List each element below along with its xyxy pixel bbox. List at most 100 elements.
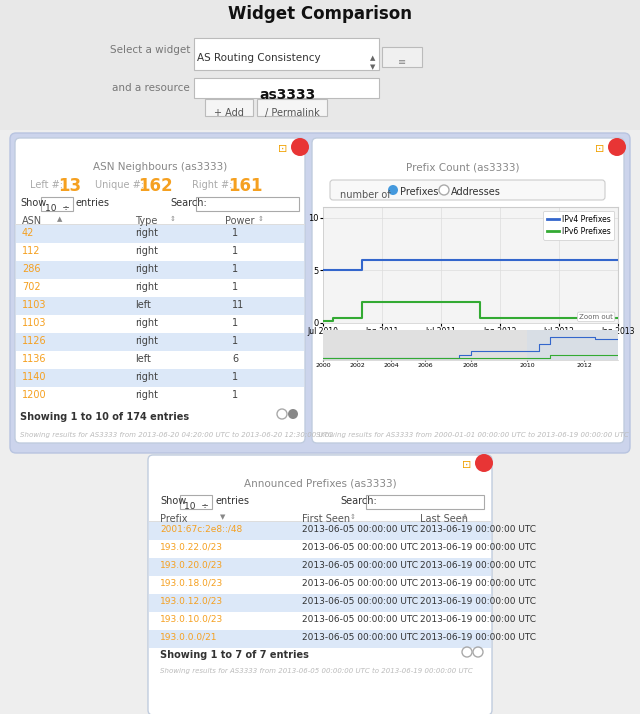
Text: ▼: ▼	[371, 64, 376, 70]
Text: ▲: ▲	[57, 216, 62, 222]
Text: Showing results for AS3333 from 2000-01-01 00:00:00 UTC to 2013-06-19 00:00:00 U: Showing results for AS3333 from 2000-01-…	[316, 432, 628, 438]
Text: Prefix Count (as3333): Prefix Count (as3333)	[406, 162, 520, 172]
Bar	[194, 38, 379, 70]
Circle shape	[390, 187, 396, 193]
Text: 2013-06-19 00:00:00 UTC: 2013-06-19 00:00:00 UTC	[420, 615, 536, 624]
Text: 2013-06-19 00:00:00 UTC: 2013-06-19 00:00:00 UTC	[420, 579, 536, 588]
Text: ⊡: ⊡	[595, 144, 605, 154]
FancyBboxPatch shape	[312, 138, 624, 443]
Text: 1: 1	[232, 336, 238, 346]
Text: 193.0.10.0/23: 193.0.10.0/23	[160, 615, 223, 624]
Text: 1103: 1103	[22, 318, 47, 328]
Text: 193.0.20.0/23: 193.0.20.0/23	[160, 561, 223, 570]
Text: right: right	[135, 336, 158, 346]
Text: 1: 1	[232, 264, 238, 274]
Text: 702: 702	[22, 282, 40, 292]
Text: right: right	[135, 246, 158, 256]
Text: Power: Power	[225, 216, 255, 226]
Text: ASN Neighbours (as3333): ASN Neighbours (as3333)	[93, 162, 227, 172]
Text: ASN: ASN	[22, 216, 42, 226]
Text: 2013-06-05 00:00:00 UTC: 2013-06-05 00:00:00 UTC	[302, 633, 418, 642]
Text: ▼: ▼	[220, 514, 225, 520]
Text: right: right	[135, 372, 158, 382]
Text: 2013-06-05 00:00:00 UTC: 2013-06-05 00:00:00 UTC	[302, 561, 418, 570]
Bar	[366, 495, 484, 509]
Text: 1: 1	[232, 228, 238, 238]
Text: 193.0.0.0/21: 193.0.0.0/21	[160, 633, 218, 642]
Text: and a resource: and a resource	[112, 83, 190, 93]
Text: ⇕: ⇕	[258, 216, 264, 222]
Text: Unique #:: Unique #:	[95, 180, 144, 190]
Text: Type: Type	[135, 216, 157, 226]
Bar	[16, 225, 304, 243]
Text: 11: 11	[232, 300, 244, 310]
Text: First Seen: First Seen	[302, 514, 350, 524]
Text: 1: 1	[232, 246, 238, 256]
Text: 1: 1	[232, 282, 238, 292]
Text: ✕: ✕	[296, 142, 304, 152]
Bar	[16, 261, 304, 279]
Bar	[149, 594, 491, 612]
Text: Last Seen: Last Seen	[420, 514, 468, 524]
Text: 286: 286	[22, 264, 40, 274]
Text: right: right	[135, 390, 158, 400]
Text: 161: 161	[228, 177, 262, 195]
Text: 193.0.22.0/23: 193.0.22.0/23	[160, 543, 223, 552]
Text: 2013-06-19 00:00:00 UTC: 2013-06-19 00:00:00 UTC	[420, 561, 536, 570]
Text: ✕: ✕	[480, 458, 488, 468]
Text: / Permalink: / Permalink	[264, 108, 319, 118]
Text: right: right	[135, 228, 158, 238]
Text: 193.0.12.0/23: 193.0.12.0/23	[160, 597, 223, 606]
Text: 193.0.18.0/23: 193.0.18.0/23	[160, 579, 223, 588]
Text: 112: 112	[22, 246, 40, 256]
FancyBboxPatch shape	[10, 133, 630, 453]
Text: 2013-06-19 00:00:00 UTC: 2013-06-19 00:00:00 UTC	[420, 633, 536, 642]
Text: 13: 13	[58, 177, 81, 195]
Text: Addresses: Addresses	[451, 187, 501, 197]
Bar	[382, 47, 422, 67]
Text: Zoom out: Zoom out	[579, 314, 613, 320]
Circle shape	[475, 454, 493, 472]
Text: 2013-06-19 00:00:00 UTC: 2013-06-19 00:00:00 UTC	[420, 525, 536, 534]
Text: entries: entries	[75, 198, 109, 208]
Text: right: right	[135, 282, 158, 292]
Text: 2013-06-05 00:00:00 UTC: 2013-06-05 00:00:00 UTC	[302, 597, 418, 606]
Text: right: right	[135, 318, 158, 328]
Text: right: right	[135, 264, 158, 274]
Circle shape	[291, 138, 309, 156]
Text: Announced Prefixes (as3333): Announced Prefixes (as3333)	[244, 479, 396, 489]
Text: 162: 162	[138, 177, 173, 195]
Text: 2001:67c:2e8::/48: 2001:67c:2e8::/48	[160, 525, 243, 534]
Text: Prefix: Prefix	[160, 514, 188, 524]
Text: ⇕: ⇕	[462, 514, 468, 520]
Bar	[41, 197, 73, 211]
Legend: IPv4 Prefixes, IPv6 Prefixes: IPv4 Prefixes, IPv6 Prefixes	[543, 211, 614, 239]
Text: ≡: ≡	[398, 57, 406, 67]
Text: 2013-06-05 00:00:00 UTC: 2013-06-05 00:00:00 UTC	[302, 579, 418, 588]
Text: ▲: ▲	[371, 55, 376, 61]
Text: 1126: 1126	[22, 336, 47, 346]
Text: 2013-06-19 00:00:00 UTC: 2013-06-19 00:00:00 UTC	[420, 597, 536, 606]
Bar	[194, 78, 379, 98]
Bar	[527, 330, 618, 360]
Text: as3333: as3333	[259, 88, 315, 102]
Text: Search:: Search:	[170, 198, 207, 208]
Text: Show: Show	[160, 496, 186, 506]
Text: Showing 1 to 10 of 174 entries: Showing 1 to 10 of 174 entries	[20, 412, 189, 422]
Bar	[16, 369, 304, 387]
Bar	[205, 99, 253, 116]
Circle shape	[388, 185, 398, 195]
Bar	[15, 224, 305, 225]
Text: Widget Comparison: Widget Comparison	[228, 5, 412, 23]
Text: ⇕: ⇕	[170, 216, 176, 222]
Text: 1103: 1103	[22, 300, 47, 310]
Circle shape	[608, 138, 626, 156]
Text: entries: entries	[215, 496, 249, 506]
Bar	[149, 558, 491, 576]
Text: 1: 1	[232, 372, 238, 382]
Text: Show: Show	[20, 198, 46, 208]
Bar	[149, 522, 491, 540]
Text: 1136: 1136	[22, 354, 47, 364]
Text: Left #:: Left #:	[30, 180, 63, 190]
Bar	[196, 197, 299, 211]
